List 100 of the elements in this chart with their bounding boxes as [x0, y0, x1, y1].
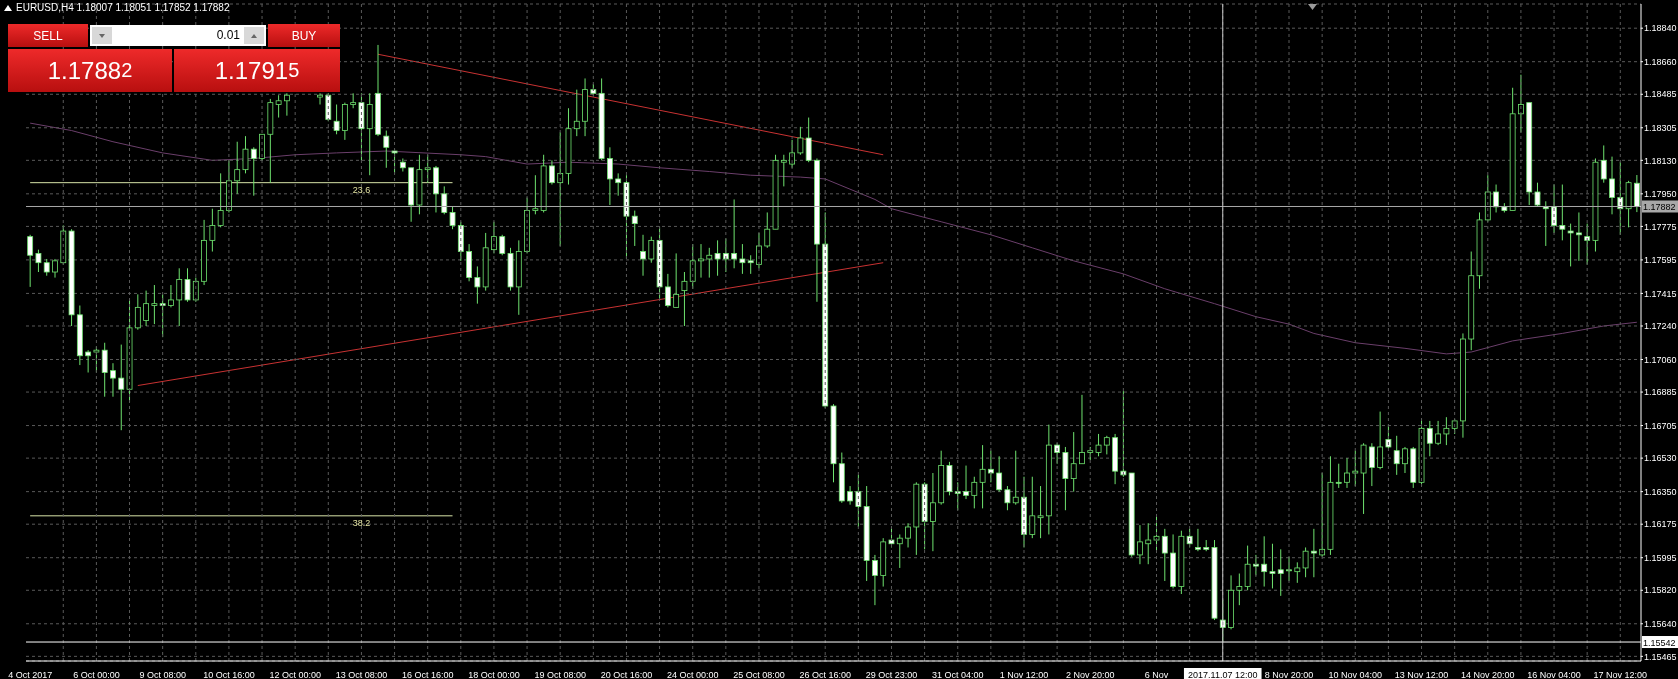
candlestick — [441, 185, 448, 215]
candlestick — [35, 249, 42, 273]
x-tick-label: 4 Oct 2017 — [8, 670, 53, 679]
candlestick — [780, 154, 787, 187]
candlestick — [1609, 156, 1615, 215]
candlestick — [631, 210, 638, 247]
x-tick-label: 2 Nov 20:00 — [1065, 670, 1115, 679]
candlestick — [1029, 476, 1036, 539]
candlestick — [1310, 528, 1317, 578]
y-tick-label: 1.17415 — [1644, 288, 1677, 299]
y-tick-label: 1.16175 — [1644, 519, 1677, 530]
candlestick — [971, 476, 978, 509]
candlestick — [317, 92, 323, 105]
x-tick-label: 6 Oct 00:00 — [73, 670, 120, 679]
candlestick — [615, 172, 622, 197]
x-tick-label: 16 Oct 16:00 — [401, 670, 454, 679]
candlestick — [954, 481, 961, 511]
candlestick — [118, 344, 125, 431]
candlestick — [27, 234, 34, 288]
x-tick-label: 6 Nov — [1144, 670, 1169, 679]
line-series — [29, 122, 1638, 355]
y-tick-label: 1.18305 — [1644, 122, 1677, 133]
candlestick — [573, 89, 580, 137]
candlestick — [1393, 435, 1400, 476]
x-tick-label: 29 Oct 23:00 — [865, 670, 918, 679]
candlestick — [134, 293, 141, 331]
candlestick — [1534, 182, 1541, 208]
y-tick-label: 1.15465 — [1644, 651, 1677, 662]
candlestick — [1037, 485, 1044, 539]
candlestick — [996, 455, 1003, 493]
x-tick-label: 20 Oct 16:00 — [600, 670, 653, 679]
y-tick-label: 1.16350 — [1644, 486, 1677, 497]
candlestick — [383, 130, 390, 169]
candlestick — [987, 450, 994, 483]
candlestick — [648, 236, 655, 264]
candlestick — [607, 146, 613, 206]
candlestick — [1145, 522, 1152, 565]
candlestick — [1004, 485, 1011, 511]
candlestick — [1261, 535, 1268, 588]
candlestick — [557, 131, 564, 247]
y-tick-label: 1.16705 — [1644, 420, 1677, 431]
candlestick — [101, 342, 108, 398]
annotation: SELL — [8, 24, 88, 47]
annotation: 38.2 — [352, 518, 371, 529]
candlestick — [1269, 543, 1276, 589]
x-tick-label: 13 Oct 08:00 — [335, 670, 388, 679]
candlestick — [1294, 561, 1301, 584]
x-tick-label: 14 Nov 20:00 — [1461, 670, 1515, 679]
candlestick — [234, 141, 241, 195]
candlestick — [1070, 431, 1077, 493]
candlestick — [1435, 420, 1442, 446]
chart-title: EURUSD,H4 1.18007 1.18051 1.17852 1.17882 — [16, 2, 230, 13]
candlestick — [110, 362, 116, 398]
candlestick — [805, 117, 812, 163]
x-tick-label: 10 Nov 04:00 — [1328, 670, 1383, 679]
candlestick — [1368, 442, 1375, 487]
y-tick-label: 1.17950 — [1644, 189, 1677, 200]
ref-line-label: 1.15542 — [1643, 637, 1676, 648]
candlestick — [747, 254, 754, 275]
y-tick-label: 1.16530 — [1644, 453, 1677, 464]
candlestick — [673, 252, 680, 308]
x-tick-label: 25 Oct 08:00 — [733, 670, 785, 679]
x-tick-label: 1 Nov 12:00 — [999, 670, 1049, 679]
candlestick — [52, 258, 58, 279]
candlestick — [963, 465, 969, 500]
candlestick — [1095, 433, 1102, 457]
candlestick — [85, 349, 92, 374]
annotation: 23.6 — [352, 185, 371, 196]
candlestick — [896, 533, 903, 569]
candlestick — [1012, 450, 1019, 506]
x-tick-label: 2017.11.07 12:00 — [1188, 670, 1258, 679]
y-tick-label: 1.18660 — [1644, 56, 1677, 67]
candlestick — [905, 522, 911, 548]
y-tick-label: 1.18130 — [1644, 155, 1677, 166]
candlestick — [1236, 573, 1243, 606]
y-tick-label: 1.18485 — [1644, 89, 1677, 100]
candlestick — [1244, 545, 1251, 591]
y-tick-label: 1.15640 — [1644, 618, 1677, 629]
x-tick-label: 17 Nov 12:00 — [1593, 670, 1648, 679]
candlestick — [1120, 390, 1127, 478]
annotation: 0.01 — [216, 28, 240, 42]
x-tick-label: 8 Nov 20:00 — [1264, 670, 1314, 679]
candlestick — [1426, 420, 1433, 457]
candlestick — [151, 284, 158, 325]
candlestick — [1195, 528, 1201, 552]
x-tick-label: 9 Oct 08:00 — [139, 670, 186, 679]
candlestick — [1103, 435, 1110, 455]
candlestick — [1493, 184, 1499, 213]
candlestick — [1319, 472, 1326, 558]
candlestick — [250, 146, 257, 197]
candlestick — [449, 206, 456, 230]
candlestick — [731, 198, 738, 269]
y-tick-label: 1.17595 — [1644, 255, 1677, 266]
candlestick — [1344, 457, 1350, 489]
candlestick — [474, 265, 481, 305]
y-tick-label: 1.17775 — [1644, 221, 1677, 232]
x-tick-label: 13 Nov 12:00 — [1394, 670, 1449, 679]
candlestick — [1559, 184, 1566, 241]
candlestick — [1352, 450, 1359, 487]
candlestick — [184, 267, 191, 303]
